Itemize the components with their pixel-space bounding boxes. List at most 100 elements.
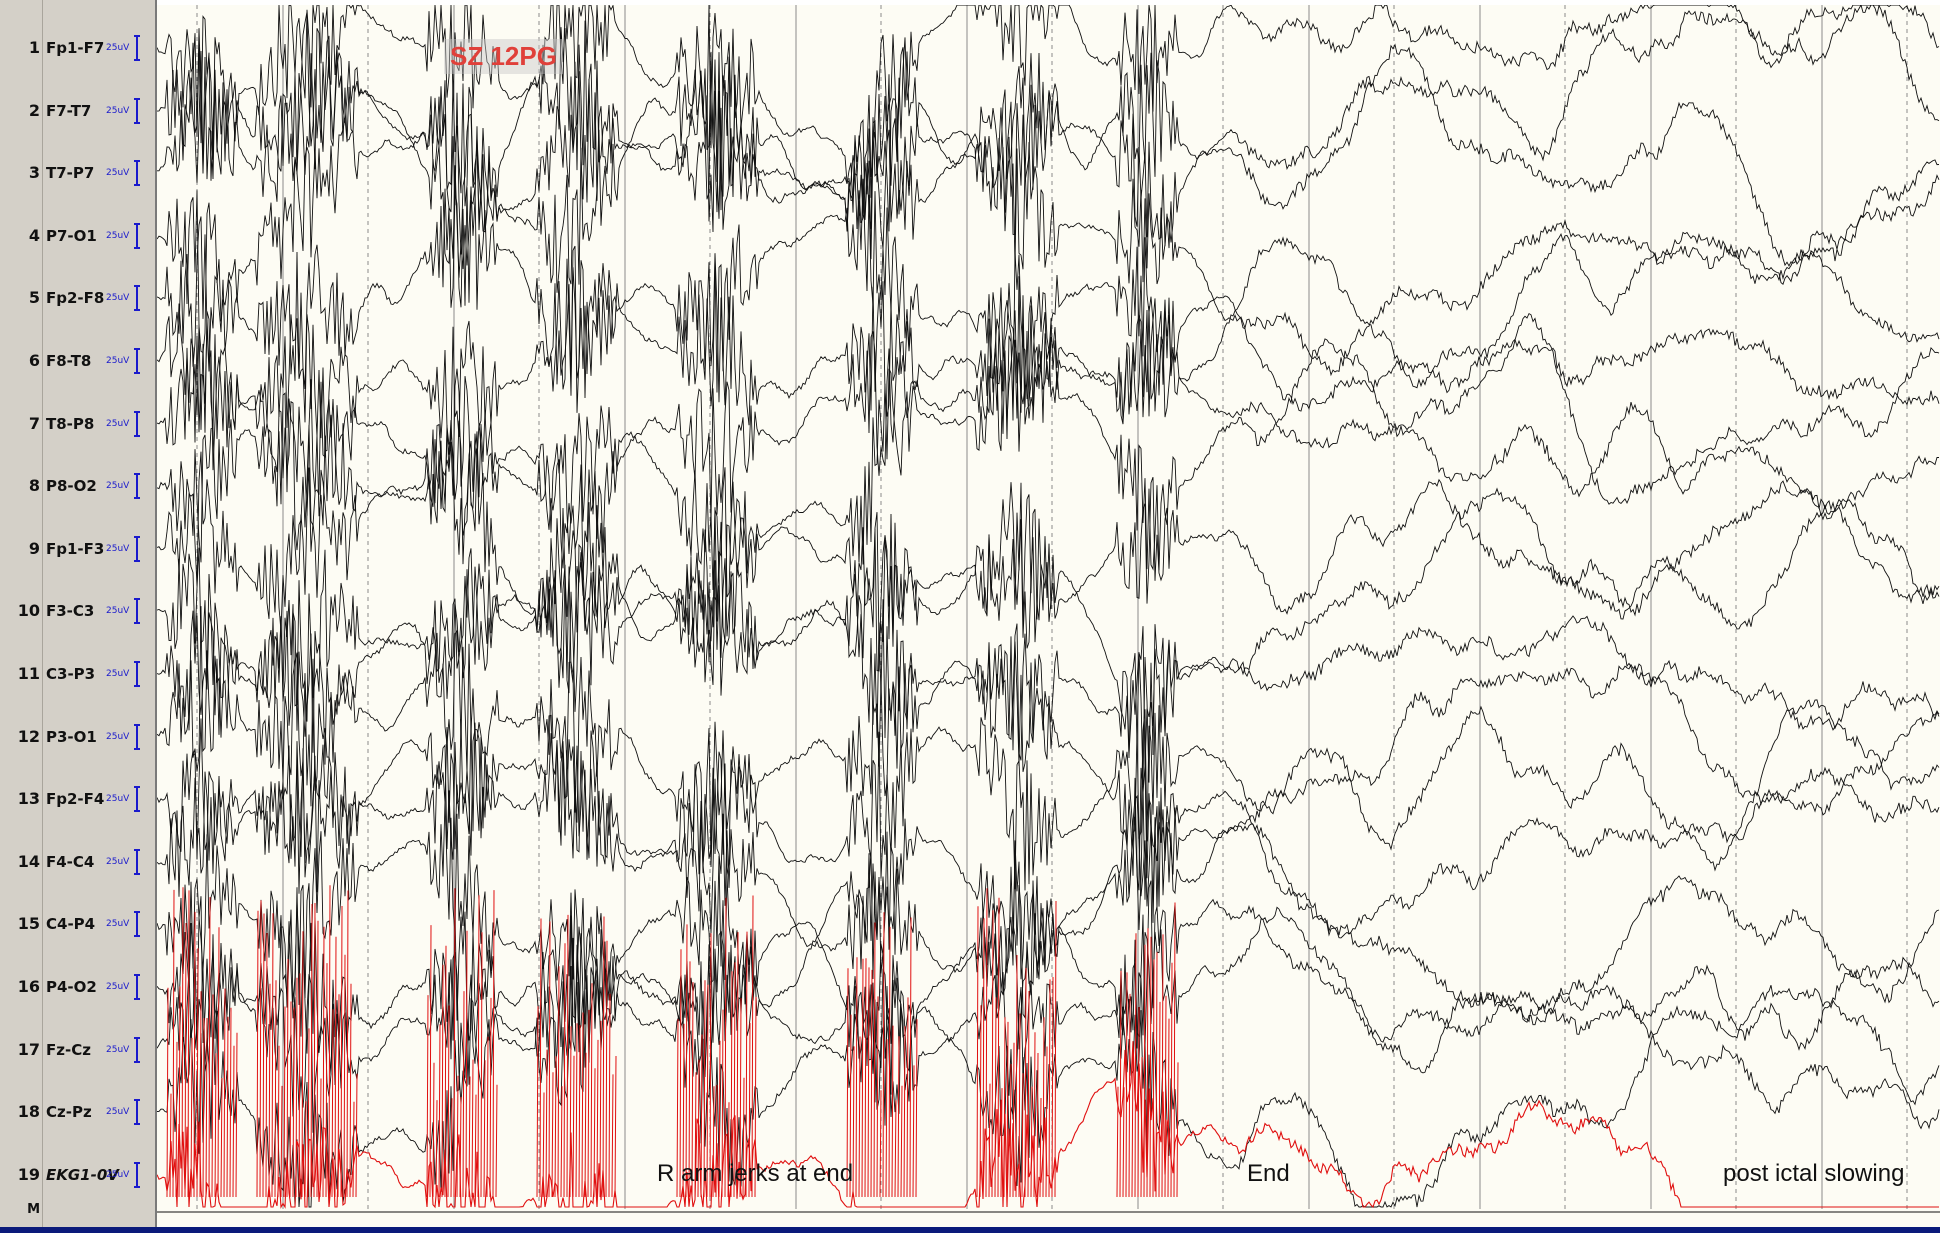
channel-scale-label: 25uV — [106, 43, 130, 53]
channel-row[interactable]: 13 Fp2-F4 25uV — [0, 784, 155, 814]
channel-label: Fp1-F7 — [46, 39, 105, 57]
eeg-channel-trace — [157, 548, 1940, 786]
channel-row[interactable]: 1 Fp1-F7 25uV — [0, 33, 155, 63]
channel-scale-label: 25uV — [106, 168, 130, 179]
channel-scale-label: 25uV — [106, 856, 130, 867]
eeg-trace-area[interactable]: SZ 12PG R arm jerks at end End post icta… — [157, 5, 1940, 1227]
eeg-waveforms — [157, 5, 1940, 1213]
seizure-event-label[interactable]: SZ 12PG — [444, 39, 563, 74]
annotation-end[interactable]: End — [1247, 1160, 1290, 1187]
channel-row[interactable]: 4 P7-O1 25uV — [0, 221, 155, 251]
channel-number: 3 — [28, 163, 40, 183]
channel-row[interactable]: 3 T7-P7 25uV — [0, 158, 155, 188]
channel-scale-label: 25uV — [106, 1044, 130, 1055]
eeg-channel-trace — [157, 28, 1940, 293]
channel-label: P4-O2 — [46, 978, 97, 996]
eeg-channel-trace — [157, 178, 1940, 419]
channel-number: 14 — [17, 851, 40, 871]
scale-bar-icon[interactable] — [134, 222, 140, 249]
scale-bar-icon[interactable] — [134, 97, 140, 124]
scale-bar-icon[interactable] — [134, 911, 140, 938]
scale-bar-icon[interactable] — [134, 598, 140, 625]
channel-number: 7 — [28, 413, 40, 433]
channel-row[interactable]: 9 Fp1-F3 25uV — [0, 534, 155, 564]
channel-row[interactable]: 8 P8-O2 25uV — [0, 471, 155, 501]
scale-bar-icon[interactable] — [134, 285, 140, 312]
scale-bar-icon[interactable] — [134, 160, 140, 187]
scale-bar-icon[interactable] — [134, 848, 140, 875]
channel-row[interactable]: 2 F7-T7 25uV — [0, 96, 155, 126]
ekg-artifact-spikes — [536, 914, 617, 1198]
channel-number: 19 — [17, 1164, 40, 1184]
channel-row[interactable]: 16 P4-O2 25uV — [0, 972, 155, 1002]
scale-bar-icon[interactable] — [134, 35, 140, 61]
scale-bar-icon[interactable] — [134, 1036, 140, 1063]
ekg-artifact-spikes — [976, 888, 1057, 1198]
eeg-channel-trace — [157, 326, 1939, 622]
channel-scale-label: 25uV — [106, 669, 130, 679]
channel-scale-label: 25uV — [106, 982, 130, 992]
annotation-postictal-slowing[interactable]: post ictal slowing — [1723, 1160, 1905, 1187]
scale-bar-icon[interactable] — [134, 661, 140, 687]
eeg-channel-trace — [157, 251, 1940, 471]
channel-row[interactable]: 7 T8-P8 25uV — [0, 409, 155, 439]
channel-scale-label: 25uV — [106, 1107, 130, 1118]
ekg-artifact-spikes — [1116, 902, 1179, 1198]
eeg-channel-trace — [157, 71, 1940, 377]
channel-row[interactable]: 11 C3-P3 25uV — [0, 659, 155, 689]
channel-row[interactable]: 19 EKG1-0V 25uV — [0, 1160, 155, 1190]
ekg-artifact-spikes — [676, 895, 757, 1198]
scale-bar-icon[interactable] — [134, 473, 140, 500]
eeg-channel-trace — [157, 420, 1940, 663]
marker-row: M — [0, 1195, 155, 1225]
channel-number: 13 — [17, 789, 40, 809]
channel-scale-label: 25uV — [106, 293, 130, 304]
channel-number: 5 — [28, 288, 40, 308]
channel-label: P7-O1 — [46, 226, 97, 245]
channel-row[interactable]: 14 F4-C4 25uV — [0, 847, 155, 877]
scale-bar-icon[interactable] — [134, 1099, 140, 1126]
channel-scale-label: 25uV — [106, 731, 130, 742]
annotation-arm-jerks[interactable]: R arm jerks at end — [657, 1160, 854, 1187]
channel-label: T7-P7 — [46, 164, 95, 183]
scale-bar-icon[interactable] — [134, 348, 140, 374]
channel-number: 6 — [28, 351, 40, 370]
channel-number: 18 — [17, 1102, 40, 1122]
scale-bar-icon[interactable] — [134, 1161, 140, 1188]
channel-label: F7-T7 — [46, 101, 92, 120]
channel-number-column — [10, 0, 43, 1227]
channel-number: 1 — [28, 38, 40, 57]
eeg-channel-trace — [157, 859, 1940, 1078]
channel-row[interactable]: 6 F8-T8 25uV — [0, 346, 155, 376]
channel-scale-label: 25uV — [106, 481, 130, 492]
channel-row[interactable]: 18 Cz-Pz 25uV — [0, 1097, 155, 1127]
channel-label: P8-O2 — [46, 477, 97, 496]
channel-row[interactable]: 12 P3-O1 25uV — [0, 722, 155, 752]
channel-scale-label: 25uV — [106, 356, 130, 366]
marker-row-label: M — [27, 1202, 40, 1217]
channel-label: Fp1-F3 — [46, 539, 105, 558]
scale-bar-icon[interactable] — [134, 786, 140, 813]
scale-bar-icon[interactable] — [134, 723, 140, 750]
ekg-artifact-spikes — [426, 888, 498, 1198]
channel-label: F3-C3 — [46, 602, 95, 621]
channel-number: 17 — [17, 1039, 40, 1059]
channel-row[interactable]: 17 Fz-Cz 25uV — [0, 1035, 155, 1065]
channel-scale-label: 25uV — [106, 230, 130, 241]
scale-bar-icon[interactable] — [134, 535, 140, 562]
channel-number: 11 — [17, 664, 40, 683]
channel-scale-label: 25uV — [106, 1169, 130, 1180]
eeg-channel-trace — [157, 933, 1940, 1208]
ekg-artifact-spikes — [166, 887, 238, 1198]
channel-row[interactable]: 15 C4-P4 25uV — [0, 909, 155, 939]
scale-bar-icon[interactable] — [134, 410, 140, 437]
eeg-channel-trace — [157, 305, 1940, 580]
channel-row[interactable]: 10 F3-C3 25uV — [0, 596, 155, 626]
channel-row[interactable]: 5 Fp2-F8 25uV — [0, 283, 155, 313]
eeg-channel-trace — [157, 610, 1940, 911]
channel-scale-label: 25uV — [106, 105, 130, 116]
channel-scale-label: 25uV — [106, 418, 130, 429]
scale-bar-icon[interactable] — [134, 974, 140, 1000]
channel-label: C3-P3 — [46, 665, 96, 683]
channel-scale-label: 25uV — [106, 919, 130, 930]
